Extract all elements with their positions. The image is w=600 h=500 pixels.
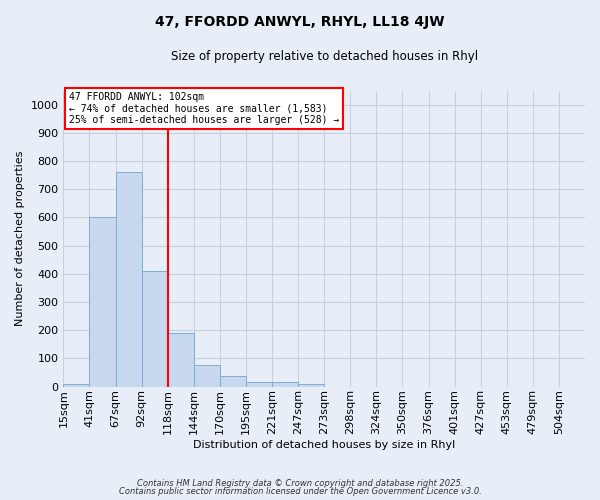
Text: Contains HM Land Registry data © Crown copyright and database right 2025.: Contains HM Land Registry data © Crown c…: [137, 478, 463, 488]
Text: 47, FFORDD ANWYL, RHYL, LL18 4JW: 47, FFORDD ANWYL, RHYL, LL18 4JW: [155, 15, 445, 29]
Bar: [168, 333, 194, 386]
Bar: [142, 271, 168, 386]
Text: Contains public sector information licensed under the Open Government Licence v3: Contains public sector information licen…: [119, 487, 481, 496]
Title: Size of property relative to detached houses in Rhyl: Size of property relative to detached ho…: [170, 50, 478, 63]
X-axis label: Distribution of detached houses by size in Rhyl: Distribution of detached houses by size …: [193, 440, 455, 450]
Bar: [272, 382, 298, 386]
Bar: [298, 384, 324, 386]
Bar: [64, 384, 89, 386]
Y-axis label: Number of detached properties: Number of detached properties: [15, 151, 25, 326]
Bar: [220, 376, 246, 386]
Bar: [194, 364, 220, 386]
Bar: [89, 218, 116, 386]
Bar: [116, 172, 142, 386]
Text: 47 FFORDD ANWYL: 102sqm
← 74% of detached houses are smaller (1,583)
25% of semi: 47 FFORDD ANWYL: 102sqm ← 74% of detache…: [68, 92, 339, 125]
Bar: [246, 382, 272, 386]
